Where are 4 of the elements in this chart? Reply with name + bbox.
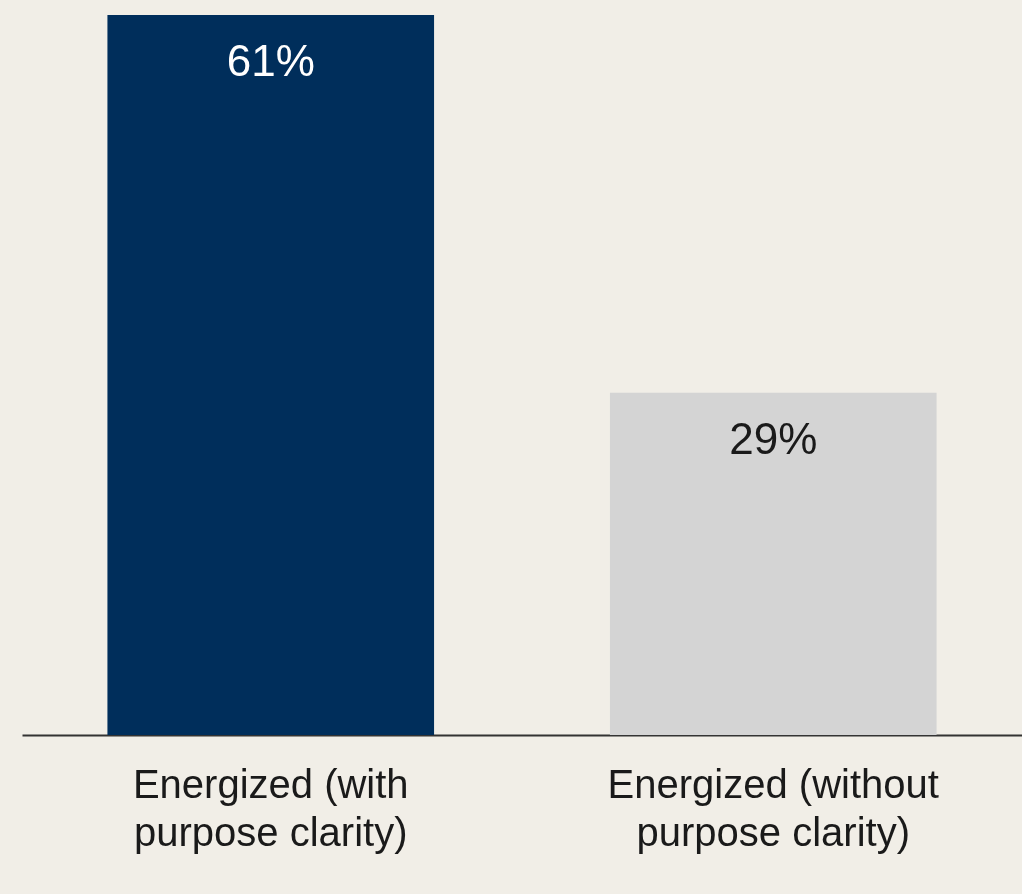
x-tick-label: Energized (with purpose clarity) <box>132 761 409 854</box>
data-label: 61% <box>226 36 315 85</box>
data-label: 29% <box>729 413 818 463</box>
x-tick-label: Energized (without purpose clarity) <box>607 761 939 854</box>
